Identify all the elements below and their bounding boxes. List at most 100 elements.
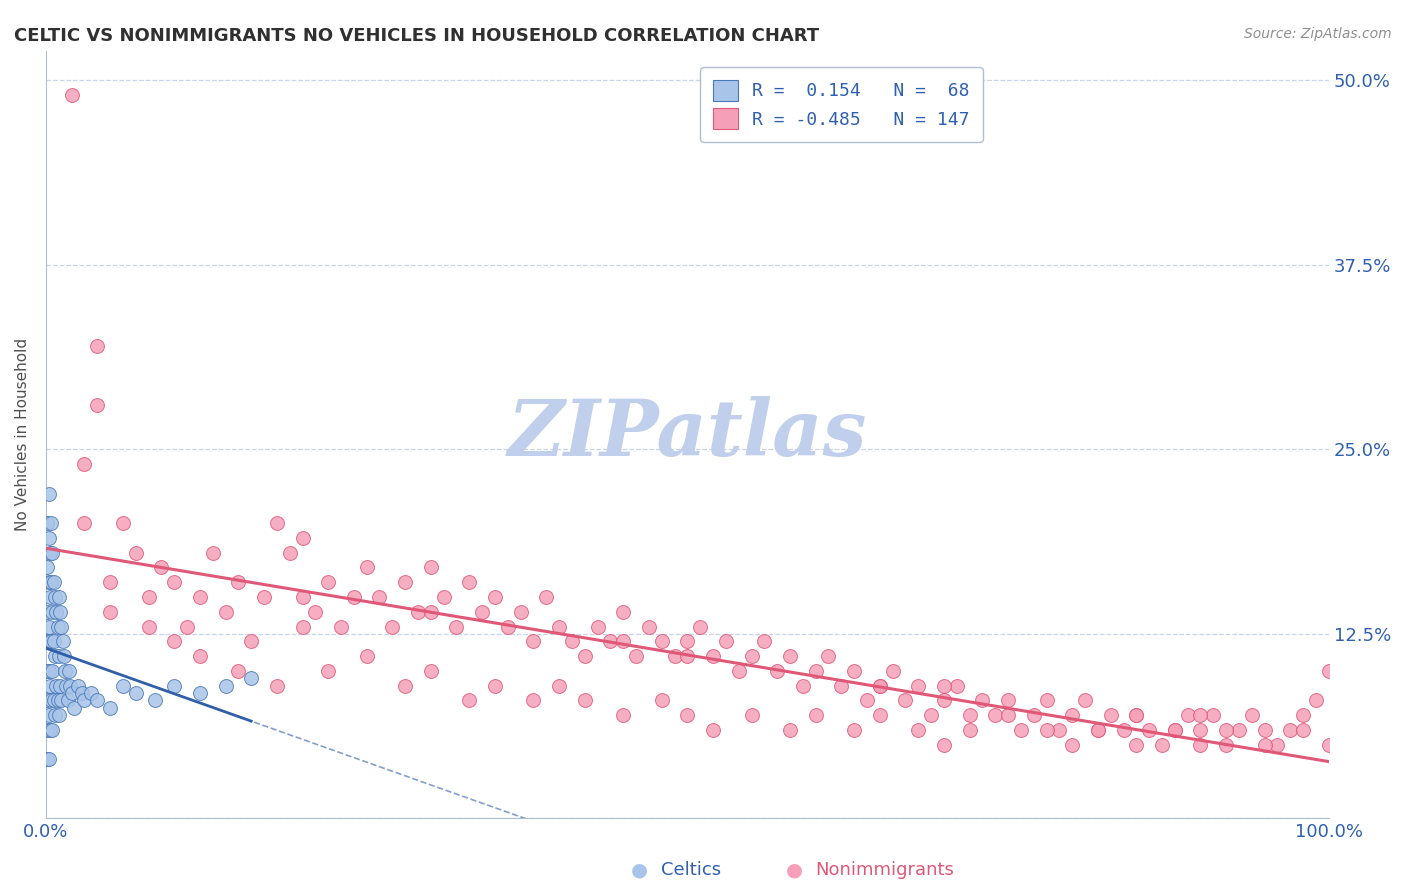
Point (98, 700, 121, 714)
Point (817, 648, 839, 663)
Point (42, 693, 65, 707)
Point (240, 634, 263, 648)
Point (932, 679, 955, 693)
Point (574, 648, 596, 663)
Point (1150, 738, 1173, 752)
Point (291, 619, 314, 633)
Point (869, 679, 891, 693)
Point (98, 575, 121, 590)
Text: ●: ● (786, 860, 803, 880)
Point (1164, 723, 1187, 737)
Point (907, 679, 929, 693)
Point (1074, 693, 1097, 707)
Point (51, 693, 73, 707)
Point (727, 664, 749, 678)
Text: CELTIC VS NONIMMIGRANTS NO VEHICLES IN HOUSEHOLD CORRELATION CHART: CELTIC VS NONIMMIGRANTS NO VEHICLES IN H… (14, 27, 820, 45)
Point (1189, 723, 1212, 737)
Point (304, 605, 326, 619)
Point (38, 664, 60, 678)
Point (1317, 664, 1340, 678)
Point (111, 679, 134, 693)
Point (1164, 723, 1187, 737)
Point (80, 686, 103, 700)
Text: Celtics: Celtics (661, 861, 721, 879)
Point (39, 634, 62, 648)
Point (176, 619, 198, 633)
Point (1137, 723, 1160, 737)
Point (143, 693, 166, 707)
Point (842, 664, 865, 678)
Point (446, 619, 468, 633)
Point (509, 605, 531, 619)
Point (73, 516, 96, 531)
Point (37, 723, 59, 737)
Point (37, 634, 59, 648)
Point (1279, 723, 1302, 737)
Point (676, 708, 699, 723)
Point (1227, 723, 1250, 737)
Point (702, 648, 724, 663)
Point (291, 590, 314, 604)
Point (73, 457, 96, 471)
Point (37, 752, 59, 766)
Point (804, 664, 827, 678)
Point (39, 693, 62, 707)
Point (1125, 708, 1147, 723)
Point (188, 590, 211, 604)
Point (830, 679, 852, 693)
Point (984, 708, 1007, 723)
Point (574, 693, 596, 707)
Point (804, 708, 827, 723)
Point (419, 605, 441, 619)
Point (1202, 708, 1225, 723)
Point (44, 708, 66, 723)
Point (343, 590, 366, 604)
Point (240, 671, 263, 685)
Point (1099, 708, 1122, 723)
Point (42, 575, 65, 590)
Point (214, 605, 236, 619)
Point (741, 648, 763, 663)
Text: Nonimmigrants: Nonimmigrants (815, 861, 955, 879)
Point (49, 605, 72, 619)
Point (63, 700, 86, 714)
Point (98, 605, 121, 619)
Point (44, 648, 66, 663)
Point (651, 693, 673, 707)
Point (1125, 738, 1147, 752)
Point (394, 575, 416, 590)
Point (1292, 708, 1315, 723)
Point (945, 679, 967, 693)
Point (37, 560, 59, 574)
Point (368, 590, 391, 604)
Point (138, 590, 160, 604)
Point (1253, 738, 1275, 752)
Point (73, 693, 96, 707)
Point (1062, 738, 1084, 752)
Point (1292, 723, 1315, 737)
Point (792, 679, 814, 693)
Point (381, 619, 404, 633)
Point (53, 664, 76, 678)
Point (60, 87, 83, 102)
Point (997, 693, 1019, 707)
Point (1035, 693, 1057, 707)
Point (45, 679, 67, 693)
Point (278, 546, 301, 560)
Legend: R =  0.154   N =  68, R = -0.485   N = 147: R = 0.154 N = 68, R = -0.485 N = 147 (700, 68, 983, 142)
Point (932, 693, 955, 707)
Point (766, 664, 789, 678)
Point (522, 693, 544, 707)
Point (228, 575, 250, 590)
Point (484, 590, 506, 604)
Point (624, 648, 647, 663)
Point (471, 605, 494, 619)
Point (356, 560, 378, 574)
Point (1022, 708, 1045, 723)
Point (1267, 738, 1289, 752)
Point (48, 648, 70, 663)
Point (86, 693, 108, 707)
Point (1087, 723, 1109, 737)
Point (959, 723, 981, 737)
Point (45, 605, 67, 619)
